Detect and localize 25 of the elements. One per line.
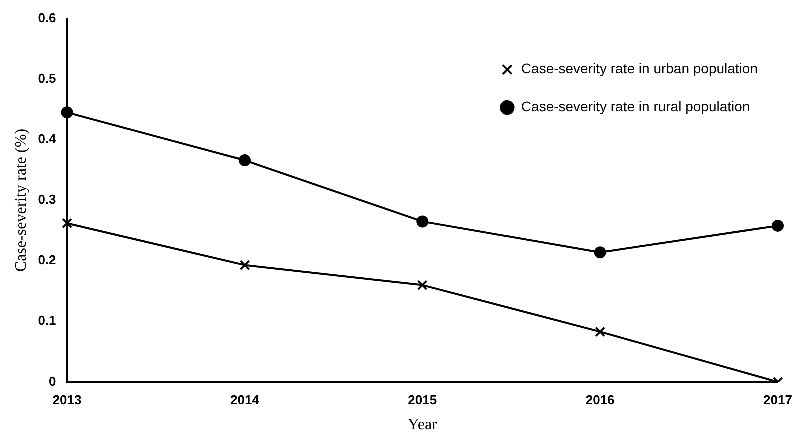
y-tick-label: 0.4 [38,132,58,147]
point [417,280,428,291]
x-tick-label: 2015 [408,392,438,408]
point [240,260,250,271]
point [62,218,73,229]
point [772,220,784,232]
point [595,326,606,338]
point [238,154,251,167]
y-tick-label: 0.2 [38,252,56,268]
point [416,216,429,228]
legend-label: Case-severity rate in urban population [521,60,758,77]
x-tick-label: 2014 [230,392,260,408]
x-tick-label: 2016 [586,392,615,408]
y-tick-label: 0.6 [38,10,56,26]
point [594,246,606,259]
y-tick-label: 0.1 [38,313,56,328]
y-tick-label: 0 [49,374,56,389]
x-axis-title: Year [408,416,438,434]
y-tick-label: 0.3 [38,192,56,208]
x-tick-label: 2017 [764,392,792,408]
y-axis-title: Case-severity rate (%) [12,128,30,272]
point [61,106,74,119]
y-tick-label: 0.5 [38,70,56,86]
legend-label: Case-severity rate in rural population [521,98,750,115]
x-tick-label: 2013 [52,392,82,408]
